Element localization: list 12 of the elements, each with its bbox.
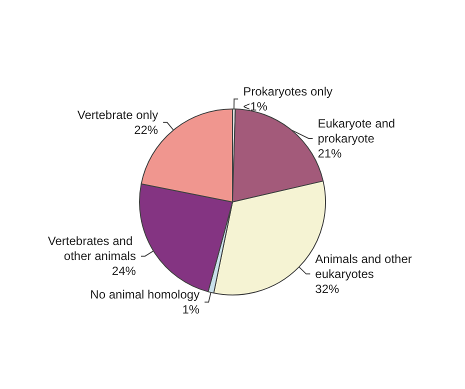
slice-label: Eukaryote and prokaryote [318, 116, 398, 146]
data-label: 32% [315, 282, 340, 296]
slice-label: Vertebrates and other animals [48, 234, 136, 264]
slice-label: Animals and other eukaryotes [315, 252, 416, 281]
slice-label: Prokaryotes only [243, 84, 332, 98]
slice-label: Vertebrate only [77, 108, 158, 122]
data-label: 22% [134, 122, 158, 137]
data-label: <1% [243, 99, 268, 114]
data-label: 24% [112, 264, 136, 278]
data-label: 1% [182, 302, 200, 317]
data-label: 21% [318, 146, 342, 160]
slice-label: No animal homology [90, 288, 200, 302]
